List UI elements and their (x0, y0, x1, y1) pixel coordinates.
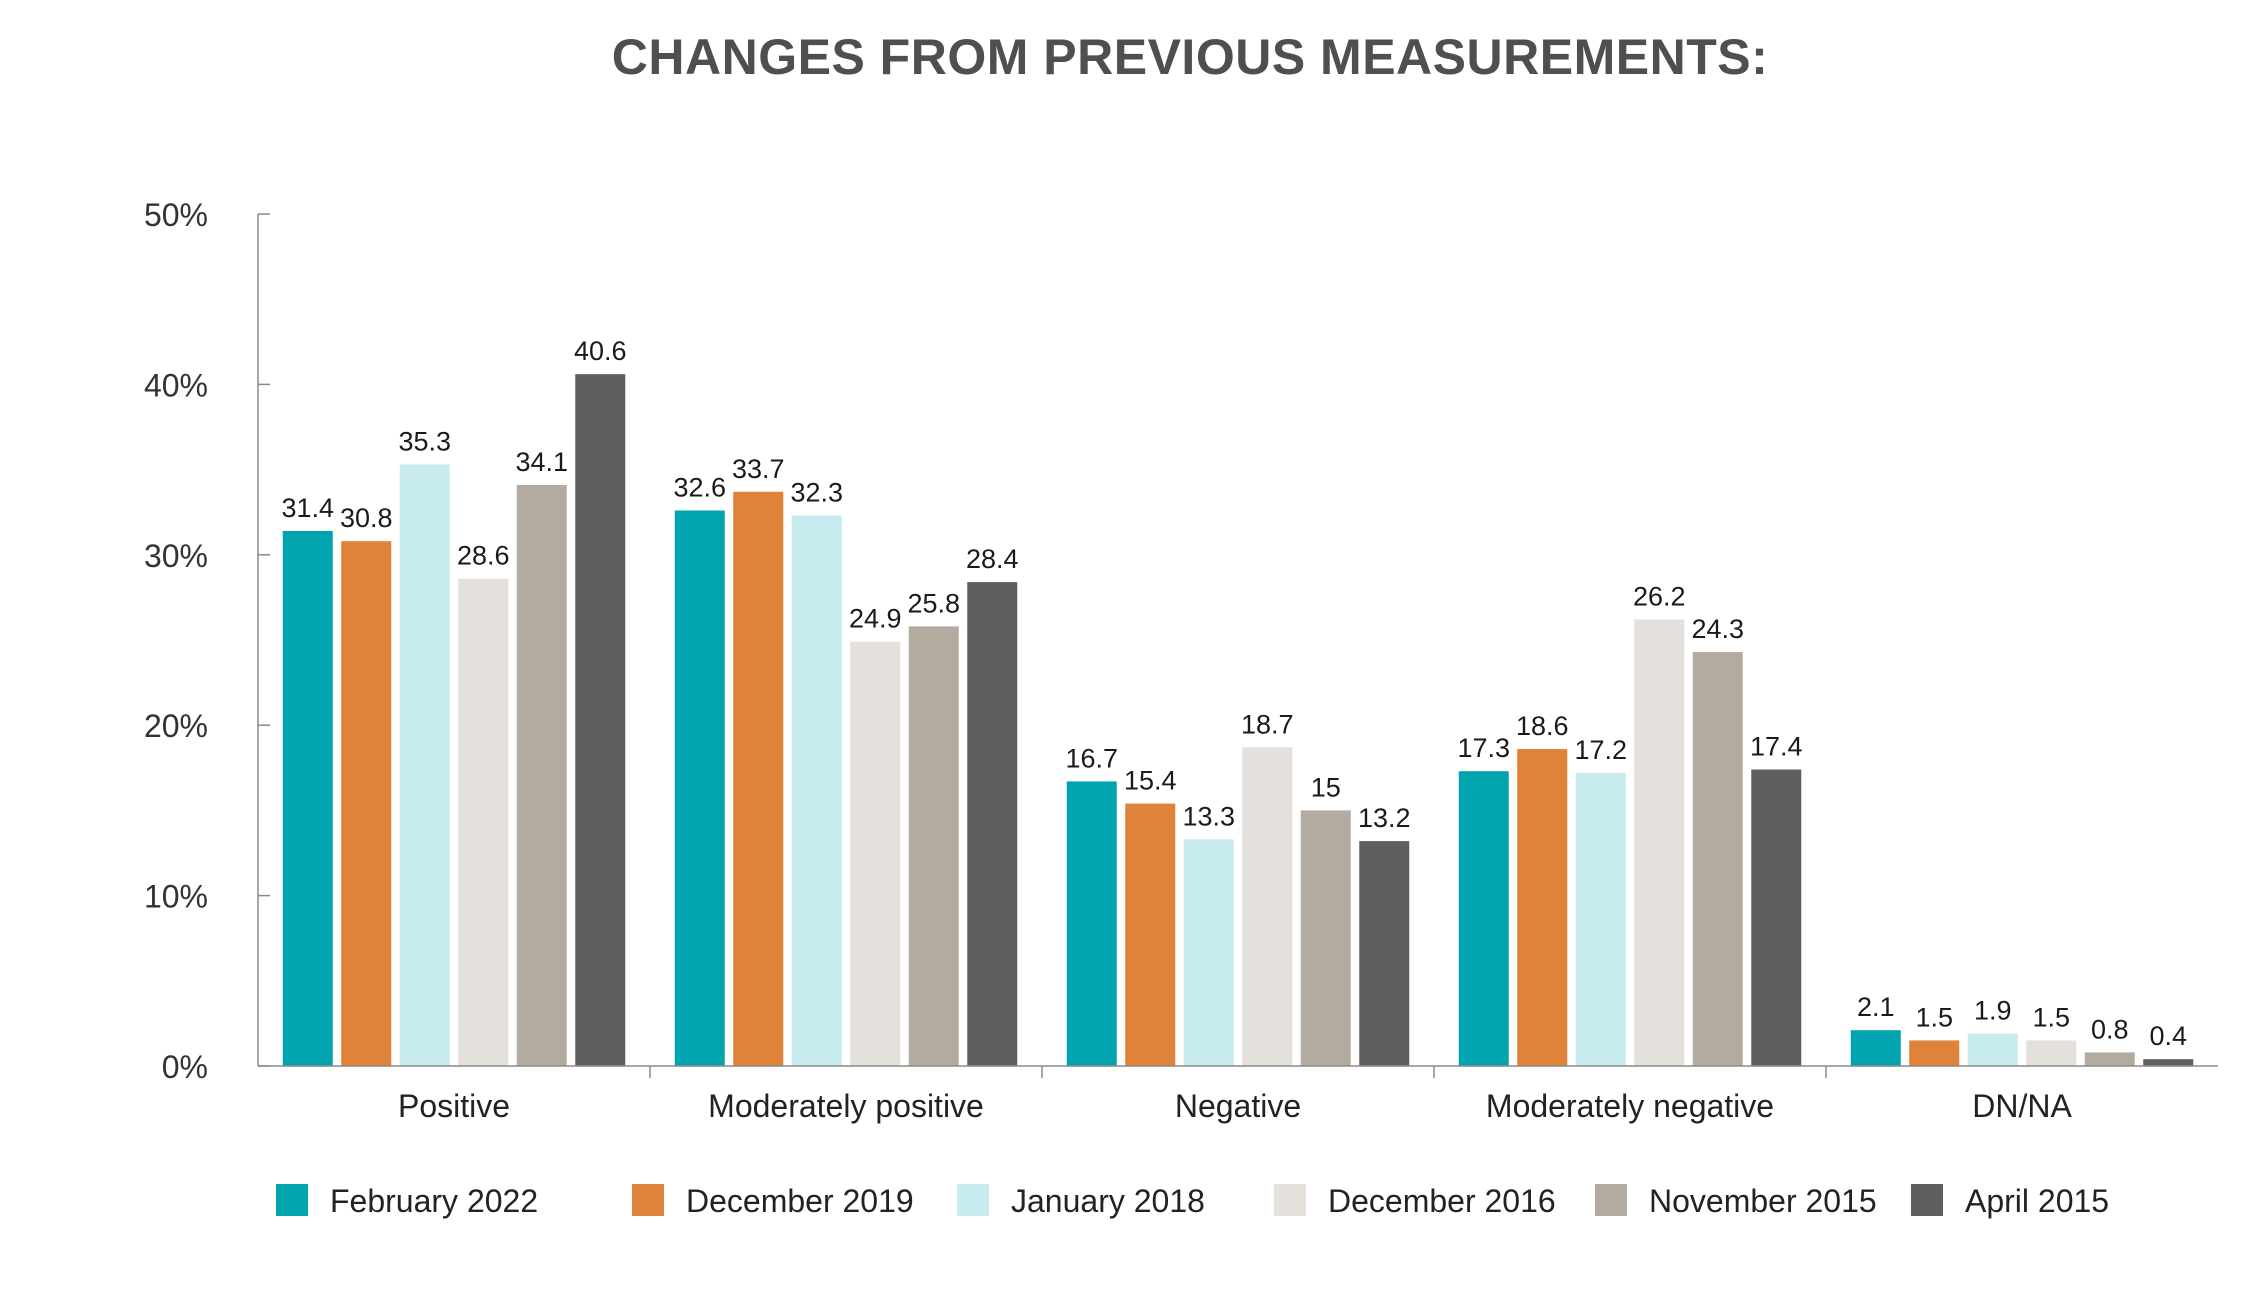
y-axis: 0% 10% 20% 30% 40% 50% (144, 197, 270, 1085)
bar-data-label: 32.6 (673, 472, 726, 502)
legend-swatch (1911, 1184, 1943, 1216)
legend-label: November 2015 (1649, 1183, 1877, 1219)
bar-data-label: 26.2 (1633, 582, 1686, 612)
bar-data-label: 1.9 (1974, 996, 2012, 1026)
bar-data-label: 18.7 (1241, 709, 1294, 739)
bar (967, 582, 1018, 1066)
x-category-label: Moderately negative (1486, 1088, 1774, 1124)
bar-data-label: 0.4 (2149, 1021, 2187, 1051)
y-tick-label: 40% (144, 367, 208, 403)
bar (1850, 1030, 1901, 1066)
legend-swatch (632, 1184, 664, 1216)
bar (2084, 1052, 2135, 1066)
bar (1242, 747, 1293, 1066)
bar (733, 491, 784, 1066)
bar (282, 530, 333, 1066)
bar (1183, 839, 1234, 1066)
bar-data-label: 35.3 (398, 426, 451, 456)
bar-data-label: 40.6 (574, 336, 627, 366)
bar (1634, 619, 1685, 1066)
bar (1692, 651, 1743, 1066)
bar (1125, 803, 1176, 1066)
x-category-label: Negative (1175, 1088, 1301, 1124)
bar-data-label: 15.4 (1124, 766, 1177, 796)
bar (1751, 769, 1802, 1066)
bar (1359, 841, 1410, 1066)
bar-data-label: 32.3 (790, 478, 843, 508)
legend-label: January 2018 (1011, 1183, 1205, 1219)
legend-label: February 2022 (330, 1183, 538, 1219)
bar-data-label: 30.8 (340, 503, 393, 533)
bar (2143, 1059, 2194, 1066)
bar-data-label: 28.4 (966, 544, 1019, 574)
bar-data-label: 34.1 (515, 447, 568, 477)
legend-swatch (276, 1184, 308, 1216)
bar (1909, 1040, 1960, 1066)
legend-swatch (1595, 1184, 1627, 1216)
bar (1300, 810, 1351, 1066)
bar (908, 626, 959, 1066)
bar (1967, 1033, 2018, 1066)
bar-data-label: 17.2 (1574, 735, 1627, 765)
y-tick-label: 10% (144, 879, 208, 915)
bar (2026, 1040, 2077, 1066)
legend-swatch (1274, 1184, 1306, 1216)
x-category-label: Positive (398, 1088, 510, 1124)
legend-label: December 2019 (686, 1183, 914, 1219)
x-axis: Positive Moderately positive Negative Moder… (258, 1065, 2218, 1124)
bar-data-label: 25.8 (907, 588, 960, 618)
bar (1458, 771, 1509, 1066)
bar-data-label: 15 (1311, 772, 1341, 802)
bar (850, 641, 901, 1066)
bar (575, 374, 626, 1066)
legend-label: December 2016 (1328, 1183, 1556, 1219)
bar-data-label: 0.8 (2091, 1014, 2129, 1044)
y-tick-label: 50% (144, 197, 208, 233)
bar-data-label: 24.9 (849, 604, 902, 634)
bar (1517, 749, 1568, 1066)
y-tick-label: 20% (144, 708, 208, 744)
x-category-label: Moderately positive (708, 1088, 984, 1124)
bar-data-label: 1.5 (2032, 1002, 2070, 1032)
bar-data-label: 17.3 (1457, 733, 1510, 763)
bar (1575, 772, 1626, 1066)
bar-data-label: 31.4 (281, 493, 334, 523)
legend-swatch (957, 1184, 989, 1216)
bar (341, 541, 392, 1066)
bar-data-label: 33.7 (732, 454, 785, 484)
legend: February 2022 December 2019 January 2018 De… (276, 1183, 2109, 1219)
bar (399, 464, 450, 1066)
chart-title: CHANGES FROM PREVIOUS MEASUREMENTS: (611, 29, 1769, 85)
bar (791, 515, 842, 1066)
bar (458, 578, 509, 1066)
y-tick-label: 30% (144, 538, 208, 574)
bar-data-label: 28.6 (457, 541, 510, 571)
bar-data-label: 13.3 (1182, 801, 1235, 831)
bar-data-label: 16.7 (1065, 743, 1118, 773)
bar-data-label: 18.6 (1516, 711, 1569, 741)
bar-data-label: 24.3 (1691, 614, 1744, 644)
y-tick-label: 0% (162, 1049, 208, 1085)
legend-label: April 2015 (1965, 1183, 2109, 1219)
x-category-label: DN/NA (1972, 1088, 2072, 1124)
bars: 31.4 30.8 35.3 28.6 34.1 40.6 32.633.732.3 24.9… (281, 336, 2194, 1067)
bar-data-label: 1.5 (1915, 1002, 1953, 1032)
bar-data-label: 13.2 (1358, 803, 1411, 833)
bar (674, 510, 725, 1067)
bar-data-label: 17.4 (1750, 732, 1803, 762)
bar (1066, 781, 1117, 1066)
bar-data-label: 2.1 (1857, 992, 1895, 1022)
bar (516, 484, 567, 1066)
